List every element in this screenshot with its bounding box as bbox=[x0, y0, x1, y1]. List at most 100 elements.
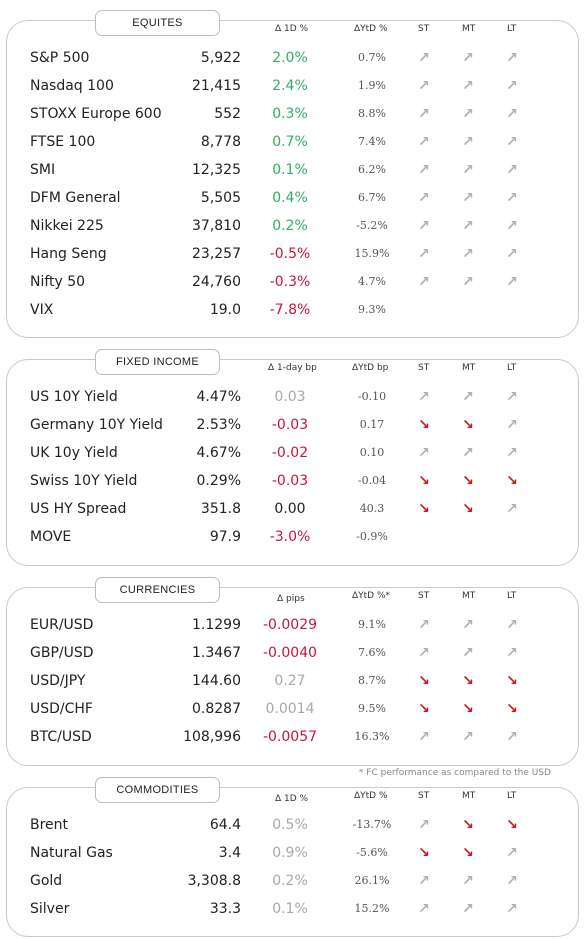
commodities-header-st: ST bbox=[418, 791, 430, 801]
equities-header-lt: LT bbox=[507, 24, 517, 34]
instrument-name: GBP/USD bbox=[30, 645, 94, 661]
equities-row: DFM General 5,505 0.4% 6.7% ↗ ↗ ↗ bbox=[0, 184, 586, 212]
mt-trend-arrow-up-right-icon: ↗ bbox=[462, 389, 474, 405]
lt-trend-arrow-up-right-icon: ↗ bbox=[506, 190, 518, 206]
instrument-name: FTSE 100 bbox=[30, 134, 96, 150]
daily-change: 0.1% bbox=[272, 901, 308, 917]
currencies-row: USD/JPY 144.60 0.27 8.7% ↘ ↘ ↘ bbox=[0, 667, 586, 695]
daily-change: -7.8% bbox=[269, 302, 311, 318]
instrument-name: Nasdaq 100 bbox=[30, 78, 114, 94]
instrument-name: S&P 500 bbox=[30, 50, 90, 66]
daily-change: 0.00 bbox=[274, 501, 306, 517]
equities-row: SMI 12,325 0.1% 6.2% ↗ ↗ ↗ bbox=[0, 156, 586, 184]
lt-trend-arrow-up-right-icon: ↗ bbox=[506, 873, 518, 889]
equities-header-d1: Δ 1D % bbox=[275, 24, 309, 34]
st-trend-arrow-up-right-icon: ↗ bbox=[418, 873, 430, 889]
mt-trend-arrow-up-right-icon: ↗ bbox=[462, 729, 474, 745]
ytd-change: 15.2% bbox=[354, 902, 390, 915]
commodities-header-d1: Δ 1D % bbox=[275, 794, 309, 804]
instrument-name: Natural Gas bbox=[30, 845, 113, 861]
currencies-footnote: * FC performance as compared to the USD bbox=[358, 768, 551, 778]
lt-trend-arrow-down-right-icon: ↘ bbox=[506, 673, 518, 689]
lt-trend-arrow-up-right-icon: ↗ bbox=[506, 78, 518, 94]
instrument-value: 1.3467 bbox=[192, 645, 241, 661]
instrument-name: Hang Seng bbox=[30, 246, 107, 262]
lt-trend-arrow-down-right-icon: ↘ bbox=[506, 701, 518, 717]
equities-row: Nasdaq 100 21,415 2.4% 1.9% ↗ ↗ ↗ bbox=[0, 72, 586, 100]
mt-trend-arrow-down-right-icon: ↘ bbox=[462, 701, 474, 717]
instrument-name: SMI bbox=[30, 162, 56, 178]
ytd-change: 26.1% bbox=[354, 874, 390, 887]
currencies-section-tab: CURRENCIES bbox=[95, 577, 220, 603]
daily-change: -0.0040 bbox=[262, 645, 318, 661]
mt-trend-arrow-up-right-icon: ↗ bbox=[462, 617, 474, 633]
lt-trend-arrow-up-right-icon: ↗ bbox=[506, 134, 518, 150]
currencies-header-lt: LT bbox=[507, 591, 517, 601]
equities-row: Hang Seng 23,257 -0.5% 15.9% ↗ ↗ ↗ bbox=[0, 240, 586, 268]
currencies-header-mt: MT bbox=[462, 591, 476, 601]
st-trend-arrow-up-right-icon: ↗ bbox=[418, 50, 430, 66]
equities-row: STOXX Europe 600 552 0.3% 8.8% ↗ ↗ ↗ bbox=[0, 100, 586, 128]
instrument-value: 552 bbox=[214, 106, 241, 122]
instrument-name: Germany 10Y Yield bbox=[30, 417, 163, 433]
ytd-change: 40.3 bbox=[359, 502, 385, 515]
ytd-change: 6.7% bbox=[358, 191, 386, 204]
equities-row: Nikkei 225 37,810 0.2% -5.2% ↗ ↗ ↗ bbox=[0, 212, 586, 240]
ytd-change: 9.1% bbox=[358, 618, 386, 631]
daily-change: 0.4% bbox=[272, 190, 308, 206]
equities-row: S&P 500 5,922 2.0% 0.7% ↗ ↗ ↗ bbox=[0, 44, 586, 72]
daily-change: 0.9% bbox=[272, 845, 308, 861]
equities-header-ytd: ΔYtD % bbox=[354, 24, 388, 34]
daily-change: -0.02 bbox=[271, 445, 309, 461]
st-trend-arrow-up-right-icon: ↗ bbox=[418, 729, 430, 745]
instrument-value: 351.8 bbox=[200, 501, 241, 517]
instrument-value: 5,505 bbox=[200, 190, 241, 206]
equities-header-st: ST bbox=[418, 24, 430, 34]
daily-change: -0.03 bbox=[271, 417, 309, 433]
instrument-value: 37,810 bbox=[192, 218, 241, 234]
currencies-header-d1: Δ pips bbox=[277, 594, 305, 604]
fixed-income-row: UK 10y Yield 4.67% -0.02 0.10 ↗ ↗ ↗ bbox=[0, 439, 586, 467]
instrument-value: 144.60 bbox=[192, 673, 241, 689]
instrument-value: 33.3 bbox=[209, 901, 241, 917]
st-trend-arrow-down-right-icon: ↘ bbox=[418, 417, 430, 433]
st-trend-arrow-up-right-icon: ↗ bbox=[418, 134, 430, 150]
instrument-value: 2.53% bbox=[196, 417, 241, 433]
lt-trend-arrow-up-right-icon: ↗ bbox=[506, 50, 518, 66]
st-trend-arrow-up-right-icon: ↗ bbox=[418, 218, 430, 234]
st-trend-arrow-up-right-icon: ↗ bbox=[418, 645, 430, 661]
instrument-value: 24,760 bbox=[192, 274, 241, 290]
fixed-income-header-mt: MT bbox=[462, 363, 476, 373]
lt-trend-arrow-down-right-icon: ↘ bbox=[506, 817, 518, 833]
fixed-income-header-ytd: ΔYtD bp bbox=[352, 363, 389, 373]
currencies-row: USD/CHF 0.8287 0.0014 9.5% ↘ ↘ ↘ bbox=[0, 695, 586, 723]
lt-trend-arrow-up-right-icon: ↗ bbox=[506, 901, 518, 917]
instrument-name: UK 10y Yield bbox=[30, 445, 118, 461]
instrument-value: 108,996 bbox=[183, 729, 241, 745]
st-trend-arrow-up-right-icon: ↗ bbox=[418, 901, 430, 917]
currencies-panel bbox=[6, 587, 579, 766]
st-trend-arrow-down-right-icon: ↘ bbox=[418, 845, 430, 861]
daily-change: 2.0% bbox=[272, 50, 308, 66]
ytd-change: 1.9% bbox=[358, 79, 386, 92]
currencies-row: GBP/USD 1.3467 -0.0040 7.6% ↗ ↗ ↗ bbox=[0, 639, 586, 667]
ytd-change: 0.17 bbox=[359, 418, 385, 431]
lt-trend-arrow-up-right-icon: ↗ bbox=[506, 445, 518, 461]
instrument-value: 97.9 bbox=[209, 529, 241, 545]
lt-trend-arrow-up-right-icon: ↗ bbox=[506, 218, 518, 234]
commodities-row: Brent 64.4 0.5% -13.7% ↗ ↘ ↘ bbox=[0, 811, 586, 839]
lt-trend-arrow-up-right-icon: ↗ bbox=[506, 389, 518, 405]
daily-change: 0.3% bbox=[272, 106, 308, 122]
st-trend-arrow-up-right-icon: ↗ bbox=[418, 190, 430, 206]
ytd-change: 4.7% bbox=[358, 275, 386, 288]
ytd-change: 15.9% bbox=[354, 247, 390, 260]
st-trend-arrow-up-right-icon: ↗ bbox=[418, 78, 430, 94]
lt-trend-arrow-up-right-icon: ↗ bbox=[506, 501, 518, 517]
commodities-row: Gold 3,308.8 0.2% 26.1% ↗ ↗ ↗ bbox=[0, 867, 586, 895]
daily-change: -0.3% bbox=[269, 274, 311, 290]
equities-section-tab: EQUITES bbox=[95, 10, 220, 36]
instrument-value: 64.4 bbox=[209, 817, 241, 833]
currencies-row: BTC/USD 108,996 -0.0057 16.3% ↗ ↗ ↗ bbox=[0, 723, 586, 751]
instrument-name: DFM General bbox=[30, 190, 121, 206]
instrument-name: MOVE bbox=[30, 529, 72, 545]
